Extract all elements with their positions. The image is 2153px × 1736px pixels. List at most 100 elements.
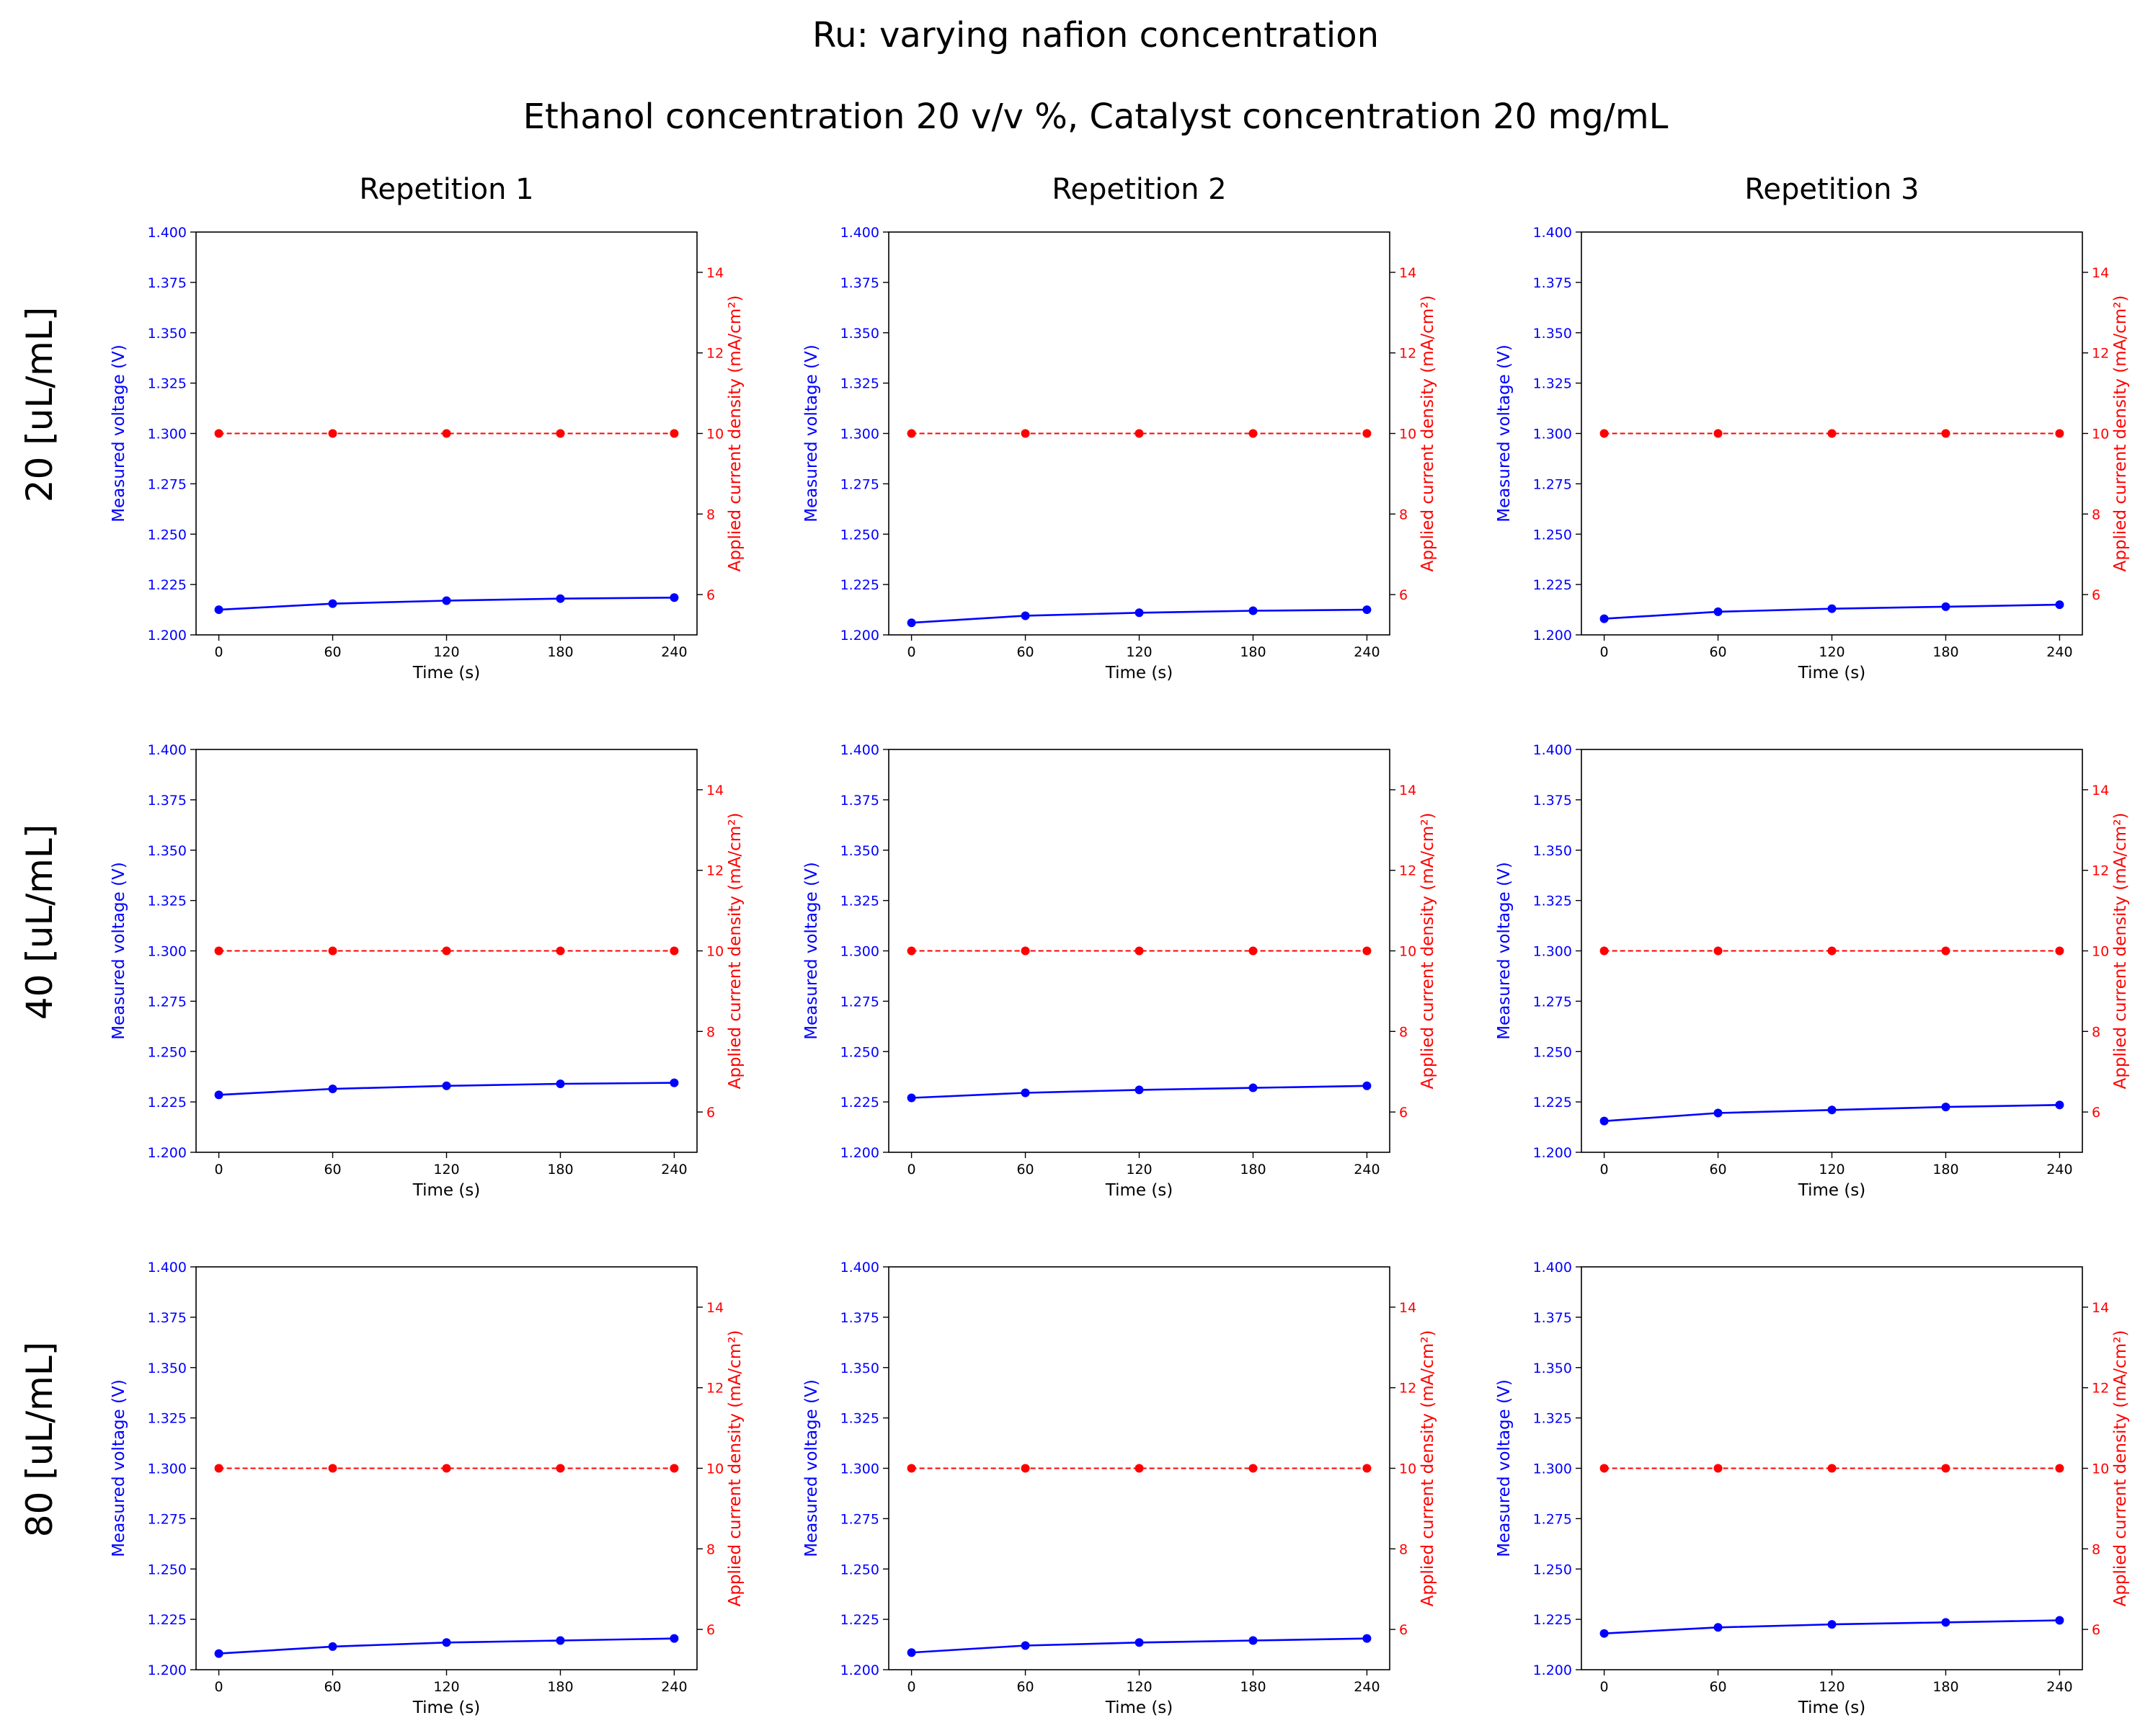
x-tick-label: 60 [324, 1679, 341, 1695]
voltage-point [1135, 608, 1144, 618]
current-density-point [1827, 429, 1837, 438]
current-density-point [907, 429, 916, 438]
y-axis-label: Measured voltage (V) [1495, 1379, 1514, 1557]
y2-tick-label: 12 [706, 863, 724, 879]
y-tick-label: 1.325 [840, 376, 879, 392]
x-tick-label: 180 [1240, 1162, 1266, 1178]
current-density-point [1713, 946, 1723, 956]
y2-tick-label: 6 [2092, 587, 2100, 603]
x-tick-label: 120 [1819, 644, 1845, 660]
subplot-panel: 1.200 1.225 1.250 1.275 1.300 1.325 1.350 1.375… [1495, 225, 2130, 682]
y-axis-label: Measured voltage (V) [1495, 862, 1514, 1040]
panel-grid: Repetition 1 Repetition 2 Repetition 3 20 [… [19, 173, 2130, 1717]
y-axis-label: Measured voltage (V) [802, 344, 821, 522]
y2-axis-label: Applied current density (mA/cm²) [2111, 295, 2130, 572]
y-tick-label: 1.350 [1533, 1361, 1572, 1376]
current-density-point [1248, 946, 1258, 956]
voltage-point [1362, 605, 1372, 615]
y2-tick-label: 8 [2092, 1541, 2100, 1557]
y-tick-label: 1.375 [1533, 1310, 1572, 1326]
voltage-point [556, 594, 565, 603]
y-tick-label: 1.200 [840, 628, 879, 644]
y-tick-label: 1.400 [148, 225, 187, 241]
y-tick-label: 1.350 [148, 1361, 187, 1376]
voltage-point [1599, 1116, 1609, 1126]
y-tick-label: 1.250 [840, 1562, 879, 1577]
y2-tick-label: 14 [1399, 1300, 1416, 1316]
current-density-point [1135, 946, 1144, 956]
x-tick-label: 180 [1932, 644, 1958, 660]
y-tick-label: 1.375 [840, 275, 879, 291]
voltage-point [670, 1634, 679, 1643]
voltage-point [1599, 1629, 1609, 1638]
voltage-point [1135, 1085, 1144, 1095]
voltage-point [1248, 1083, 1258, 1092]
y2-tick-label: 14 [2092, 783, 2109, 798]
current-density-point [907, 946, 916, 956]
y-tick-label: 1.225 [1533, 577, 1572, 593]
y-tick-label: 1.375 [148, 275, 187, 291]
y2-tick-label: 10 [1399, 944, 1416, 960]
voltage-point [1021, 1088, 1030, 1098]
voltage-point [1941, 1618, 1950, 1627]
y-tick-label: 1.300 [1533, 427, 1572, 442]
current-density-point [1941, 1464, 1950, 1473]
voltage-point [1827, 604, 1837, 613]
y2-tick-label: 6 [706, 1622, 715, 1638]
y-axis-label: Measured voltage (V) [110, 862, 128, 1040]
x-tick-label: 240 [1354, 1679, 1380, 1695]
x-tick-label: 60 [1016, 1162, 1034, 1178]
y-tick-label: 1.275 [840, 1511, 879, 1527]
y-tick-label: 1.275 [1533, 1511, 1572, 1527]
voltage-point [556, 1079, 565, 1088]
voltage-point [214, 1090, 223, 1100]
x-tick-label: 180 [1932, 1162, 1958, 1178]
y-tick-label: 1.400 [840, 742, 879, 758]
current-density-point [1021, 1464, 1030, 1473]
current-density-point [1135, 1464, 1144, 1473]
y2-tick-label: 6 [1399, 1622, 1408, 1638]
y-tick-label: 1.400 [148, 742, 187, 758]
y-tick-label: 1.300 [148, 944, 187, 960]
y-tick-label: 1.300 [840, 427, 879, 442]
y2-tick-label: 10 [706, 427, 724, 442]
x-axis-label: Time (s) [1105, 664, 1173, 682]
x-tick-label: 120 [433, 644, 459, 660]
current-density-point [670, 946, 679, 956]
y-tick-label: 1.250 [148, 527, 187, 543]
x-tick-label: 60 [1016, 1679, 1034, 1695]
y-tick-label: 1.300 [1533, 1461, 1572, 1477]
current-density-point [328, 946, 337, 956]
x-tick-label: 0 [907, 1162, 916, 1178]
y-tick-label: 1.325 [148, 1411, 187, 1427]
y2-tick-label: 10 [1399, 427, 1416, 442]
y2-tick-label: 12 [706, 1381, 724, 1397]
x-tick-label: 240 [661, 1679, 687, 1695]
y-tick-label: 1.300 [148, 427, 187, 442]
y-axis-label: Measured voltage (V) [110, 344, 128, 522]
y-tick-label: 1.225 [148, 577, 187, 593]
y-tick-label: 1.250 [148, 1044, 187, 1060]
x-tick-label: 180 [1932, 1679, 1958, 1695]
x-axis-label: Time (s) [1105, 1181, 1173, 1200]
y-axis-label: Measured voltage (V) [802, 1379, 821, 1557]
voltage-point [670, 593, 679, 602]
y2-tick-label: 14 [1399, 265, 1416, 281]
y-tick-label: 1.275 [148, 994, 187, 1010]
y-tick-label: 1.250 [840, 527, 879, 543]
y-tick-label: 1.275 [148, 1511, 187, 1527]
current-density-point [1941, 946, 1950, 956]
row-title: 40 [uL/mL] [19, 824, 61, 1020]
x-axis-label: Time (s) [1798, 1699, 1866, 1717]
current-density-point [214, 1464, 223, 1473]
voltage-point [907, 1093, 916, 1103]
current-density-point [214, 946, 223, 956]
y-tick-label: 1.300 [148, 1461, 187, 1477]
subplot-panel: 1.200 1.225 1.250 1.275 1.300 1.325 1.350 1.375… [110, 742, 745, 1200]
y-tick-label: 1.200 [1533, 628, 1572, 644]
current-density-point [2055, 1464, 2064, 1473]
current-density-point [1248, 1464, 1258, 1473]
subplot-panel: 1.200 1.225 1.250 1.275 1.300 1.325 1.350 1.375… [110, 1260, 745, 1717]
y2-tick-label: 12 [1399, 346, 1416, 362]
